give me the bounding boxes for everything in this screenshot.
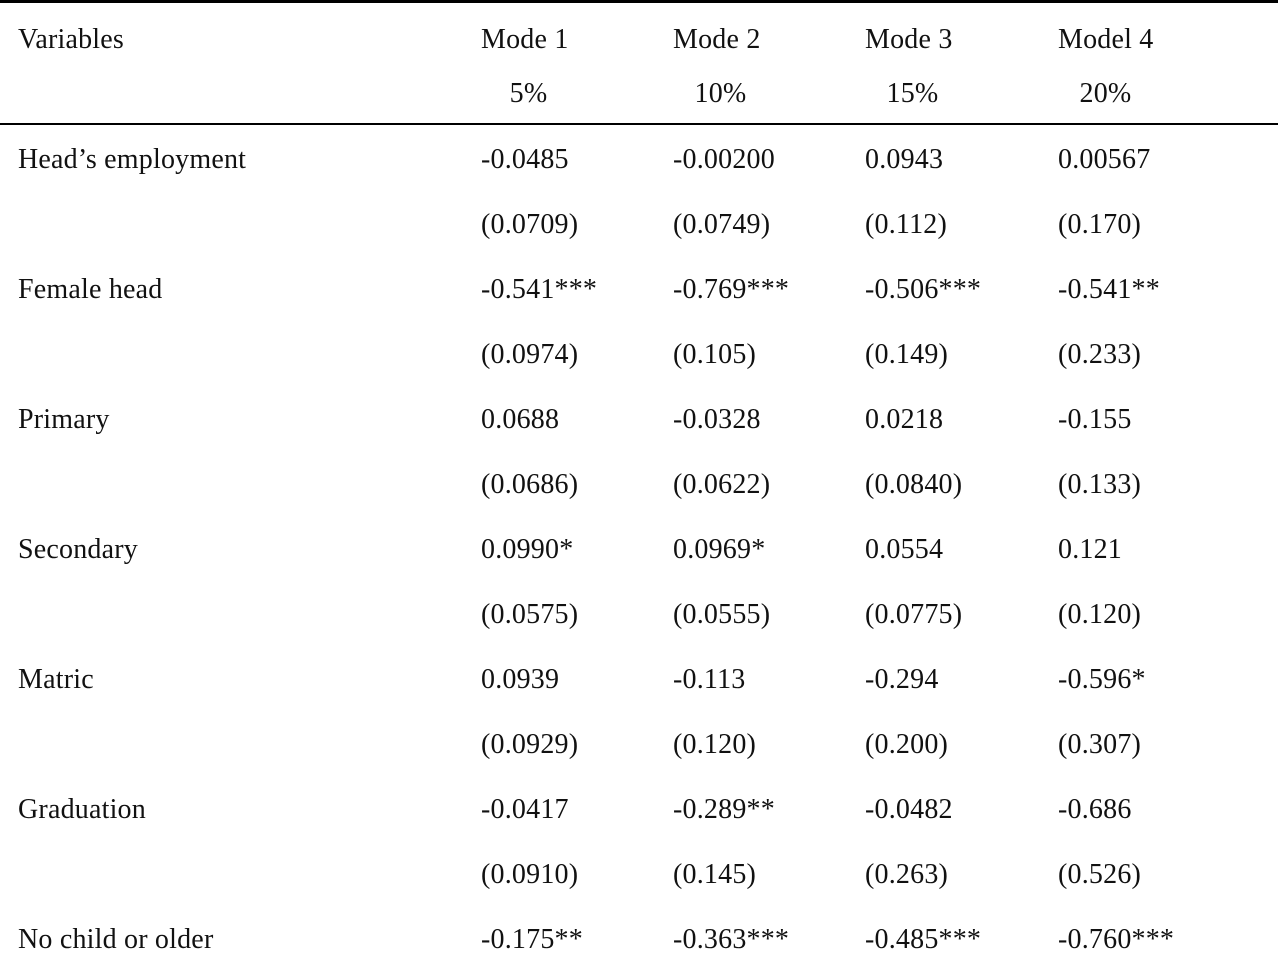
standard-error-cell: (0.0929)	[481, 729, 579, 760]
row-label: No child or older	[18, 924, 214, 955]
standard-error-cell: (0.307)	[1058, 729, 1142, 760]
standard-error-cell: (0.120)	[1058, 599, 1142, 630]
coefficient-cell: -0.541***	[481, 274, 598, 305]
row-label: Head’s employment	[18, 144, 247, 175]
table-header-rule	[0, 123, 1278, 125]
standard-error-cell: (0.526)	[1058, 859, 1142, 890]
standard-error-cell: (0.145)	[673, 859, 757, 890]
coefficient-cell: 0.0554	[865, 534, 944, 565]
standard-error-cell: (0.263)	[865, 859, 949, 890]
header-model-label: Mode 2	[673, 24, 761, 55]
standard-error-cell: (0.149)	[865, 339, 949, 370]
standard-error-cell: (0.0749)	[673, 209, 771, 240]
coefficient-cell: -0.769***	[673, 274, 790, 305]
coefficient-cell: -0.686	[1058, 794, 1132, 825]
coefficient-cell: -0.00200	[673, 144, 775, 175]
coefficient-cell: 0.0969*	[673, 534, 766, 565]
coefficient-cell: -0.155	[1058, 404, 1132, 435]
standard-error-cell: (0.0555)	[673, 599, 771, 630]
standard-error-cell: (0.0775)	[865, 599, 963, 630]
standard-error-cell: (0.0974)	[481, 339, 579, 370]
standard-error-cell: (0.170)	[1058, 209, 1142, 240]
row-label: Female head	[18, 274, 163, 305]
header-percent-label: 5%	[509, 78, 548, 109]
header-percent-label: 10%	[694, 78, 747, 109]
standard-error-cell: (0.133)	[1058, 469, 1142, 500]
row-label: Matric	[18, 664, 94, 695]
header-percent-label: 20%	[1079, 78, 1132, 109]
coefficient-cell: 0.121	[1058, 534, 1122, 565]
table-top-rule	[0, 0, 1278, 3]
coefficient-cell: 0.0939	[481, 664, 560, 695]
header-model-label: Model 4	[1058, 24, 1154, 55]
coefficient-cell: 0.0688	[481, 404, 560, 435]
coefficient-cell: -0.175**	[481, 924, 583, 955]
standard-error-cell: (0.0840)	[865, 469, 963, 500]
coefficient-cell: -0.541**	[1058, 274, 1160, 305]
coefficient-cell: 0.00567	[1058, 144, 1151, 175]
coefficient-cell: 0.0218	[865, 404, 944, 435]
standard-error-cell: (0.0575)	[481, 599, 579, 630]
coefficient-cell: -0.0417	[481, 794, 569, 825]
row-label: Secondary	[18, 534, 138, 565]
coefficient-cell: -0.0328	[673, 404, 761, 435]
standard-error-cell: (0.200)	[865, 729, 949, 760]
coefficient-cell: -0.506***	[865, 274, 982, 305]
row-label: Graduation	[18, 794, 146, 825]
coefficient-cell: 0.0990*	[481, 534, 574, 565]
coefficient-cell: -0.294	[865, 664, 939, 695]
standard-error-cell: (0.233)	[1058, 339, 1142, 370]
row-label: Primary	[18, 404, 110, 435]
standard-error-cell: (0.0622)	[673, 469, 771, 500]
coefficient-cell: 0.0943	[865, 144, 944, 175]
standard-error-cell: (0.105)	[673, 339, 757, 370]
header-variables-label: Variables	[18, 24, 124, 55]
coefficient-cell: -0.289**	[673, 794, 775, 825]
standard-error-cell: (0.0709)	[481, 209, 579, 240]
header-percent-label: 15%	[886, 78, 939, 109]
coefficient-cell: -0.760***	[1058, 924, 1175, 955]
standard-error-cell: (0.112)	[865, 209, 948, 240]
coefficient-cell: -0.0482	[865, 794, 953, 825]
standard-error-cell: (0.0686)	[481, 469, 579, 500]
coefficient-cell: -0.363***	[673, 924, 790, 955]
coefficient-cell: -0.596*	[1058, 664, 1146, 695]
coefficient-cell: -0.113	[673, 664, 746, 695]
standard-error-cell: (0.0910)	[481, 859, 579, 890]
coefficient-cell: -0.0485	[481, 144, 569, 175]
coefficient-cell: -0.485***	[865, 924, 982, 955]
header-model-label: Mode 3	[865, 24, 953, 55]
standard-error-cell: (0.120)	[673, 729, 757, 760]
header-model-label: Mode 1	[481, 24, 569, 55]
